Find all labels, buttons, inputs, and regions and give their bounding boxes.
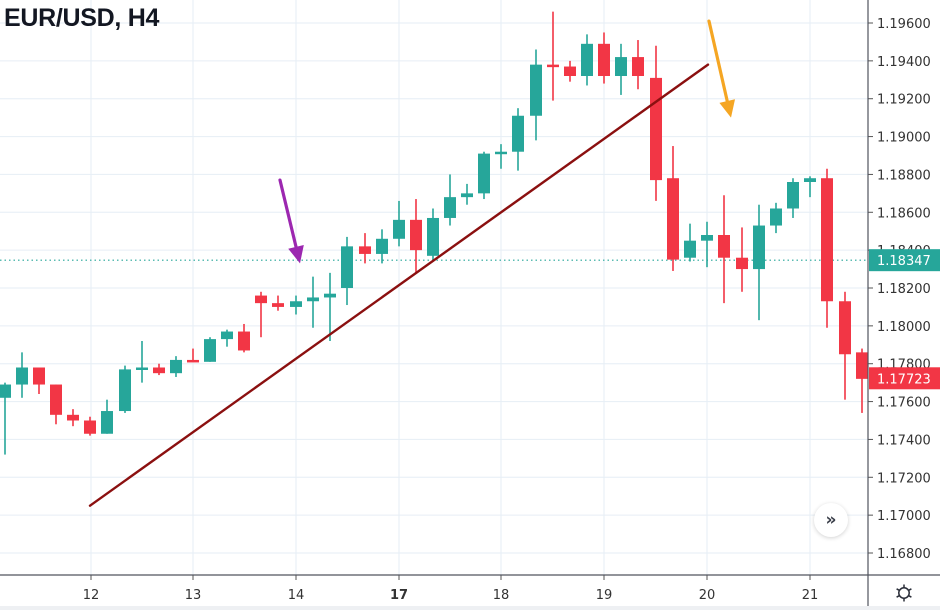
candle-bullish	[770, 202, 782, 234]
candle-bullish	[427, 208, 439, 262]
candle-bearish	[187, 348, 199, 363]
candle-bearish	[598, 32, 610, 84]
y-tick-label: 1.18800	[877, 168, 931, 183]
candle-bullish	[16, 352, 28, 398]
candle-bullish	[495, 144, 507, 169]
candle-bullish	[804, 176, 816, 198]
x-tick-label: 21	[802, 588, 819, 603]
candle-bearish	[272, 295, 284, 311]
candle-bearish	[718, 195, 730, 304]
y-tick-label: 1.19600	[877, 17, 931, 32]
candle-bearish	[650, 45, 662, 201]
arrow-drawing[interactable]	[278, 178, 304, 264]
candle-bullish	[204, 337, 216, 362]
gear-icon	[896, 584, 912, 602]
x-tick-label: 17	[390, 588, 408, 603]
candle-bullish	[393, 200, 405, 247]
candle-bullish	[0, 382, 11, 455]
candle-bullish	[444, 174, 456, 226]
x-tick-label: 18	[493, 588, 510, 603]
x-tick-label: 14	[288, 588, 305, 603]
candle-bullish	[787, 178, 799, 218]
candle-bearish	[410, 199, 422, 273]
candle-bearish	[839, 291, 851, 400]
candle-bullish	[615, 43, 627, 95]
candle-bullish	[701, 221, 713, 268]
candle-bullish	[753, 204, 765, 321]
candle-bullish	[684, 223, 696, 262]
candle-bearish	[821, 168, 833, 328]
candle-bullish	[136, 341, 148, 383]
candle-bullish	[101, 399, 113, 434]
candle-bearish	[84, 416, 96, 436]
scroll-to-latest-button[interactable]: »	[814, 503, 848, 537]
x-tick-label: 20	[699, 588, 716, 603]
y-tick-label: 1.17200	[877, 471, 931, 486]
y-tick-label: 1.18600	[877, 206, 931, 221]
y-tick-label: 1.19400	[877, 55, 931, 70]
trendline[interactable]	[88, 63, 710, 507]
candle-bearish	[667, 146, 679, 271]
candle-bullish	[461, 183, 473, 205]
price-tag: 1.17723	[869, 367, 940, 390]
x-tick-label: 13	[185, 588, 202, 603]
candle-bullish	[170, 356, 182, 377]
symbol-title: EUR/USD, H4	[4, 4, 160, 32]
candle-bullish	[221, 329, 233, 347]
candle-bearish	[547, 11, 559, 101]
candle-bullish	[530, 49, 542, 141]
arrow-drawing[interactable]	[707, 19, 736, 118]
candle-bullish	[581, 34, 593, 86]
price-tag-label: 1.18347	[877, 254, 931, 269]
candle-bearish	[33, 367, 45, 394]
bottom-strip	[0, 606, 940, 610]
candle-bullish	[512, 108, 524, 171]
y-tick-label: 1.17000	[877, 509, 931, 524]
x-tick-label: 12	[83, 588, 100, 603]
price-tag-label: 1.17723	[877, 372, 931, 387]
candle-bearish	[67, 409, 79, 427]
price-tags: 1.18347 1.17723	[869, 249, 940, 390]
grid-lines	[0, 0, 868, 575]
candle-bullish	[307, 276, 319, 328]
candle-bearish	[359, 233, 371, 264]
candle-bullish	[290, 295, 302, 315]
drawings	[88, 19, 736, 507]
candle-bullish	[478, 151, 490, 200]
candle-bullish	[376, 229, 388, 264]
candle-bearish	[153, 363, 165, 376]
candles	[0, 11, 868, 455]
candle-bearish	[632, 40, 644, 90]
candle-bearish	[50, 384, 62, 425]
candle-bearish	[255, 291, 267, 338]
candle-bullish	[119, 365, 131, 413]
chart-settings-button[interactable]	[889, 580, 919, 606]
candle-bearish	[564, 60, 576, 82]
y-tick-label: 1.17400	[877, 433, 931, 448]
candle-bearish	[856, 348, 868, 413]
y-tick-label: 1.17600	[877, 396, 931, 411]
y-tick-label: 1.16800	[877, 547, 931, 562]
y-tick-label: 1.19200	[877, 93, 931, 108]
y-tick-label: 1.18000	[877, 320, 931, 335]
x-tick-label: 19	[596, 588, 613, 603]
candle-bearish	[736, 227, 748, 292]
candle-bullish	[341, 236, 353, 306]
candle-bearish	[238, 323, 250, 353]
y-tick-label: 1.18200	[877, 282, 931, 297]
price-tag: 1.18347	[869, 249, 940, 272]
y-tick-label: 1.19000	[877, 131, 931, 146]
candle-bullish	[324, 272, 336, 341]
double-chevron-right-icon: »	[825, 510, 837, 530]
